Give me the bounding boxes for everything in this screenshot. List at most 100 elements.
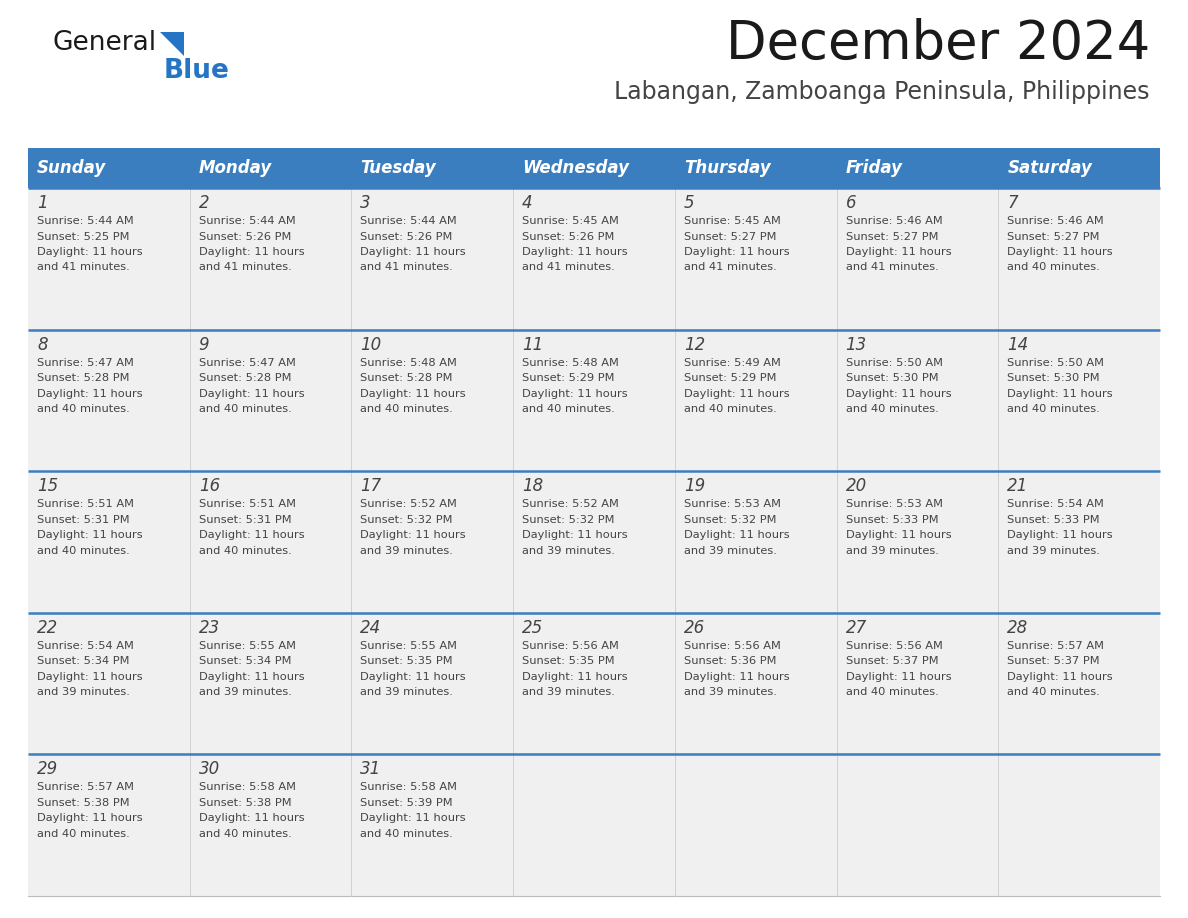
Text: Sunrise: 5:55 AM: Sunrise: 5:55 AM — [360, 641, 457, 651]
Text: Sunrise: 5:45 AM: Sunrise: 5:45 AM — [523, 216, 619, 226]
Text: Sunset: 5:33 PM: Sunset: 5:33 PM — [846, 515, 939, 525]
Text: Monday: Monday — [198, 159, 272, 177]
Text: Sunset: 5:30 PM: Sunset: 5:30 PM — [1007, 373, 1100, 383]
Text: Sunset: 5:37 PM: Sunset: 5:37 PM — [1007, 656, 1100, 666]
Text: 5: 5 — [684, 194, 695, 212]
Polygon shape — [160, 32, 184, 56]
Text: Daylight: 11 hours: Daylight: 11 hours — [360, 813, 466, 823]
Text: 28: 28 — [1007, 619, 1029, 637]
Bar — [513, 613, 675, 755]
Text: Daylight: 11 hours: Daylight: 11 hours — [523, 388, 627, 398]
Bar — [352, 755, 513, 896]
Text: and 40 minutes.: and 40 minutes. — [37, 545, 129, 555]
Text: Sunrise: 5:46 AM: Sunrise: 5:46 AM — [846, 216, 942, 226]
Bar — [513, 471, 675, 613]
Text: Sunset: 5:27 PM: Sunset: 5:27 PM — [684, 231, 776, 241]
Bar — [29, 148, 190, 188]
Bar — [998, 148, 1159, 188]
Bar — [352, 148, 513, 188]
Bar — [190, 755, 352, 896]
Text: and 39 minutes.: and 39 minutes. — [684, 545, 777, 555]
Text: Daylight: 11 hours: Daylight: 11 hours — [684, 388, 790, 398]
Text: and 41 minutes.: and 41 minutes. — [523, 263, 615, 273]
Text: and 40 minutes.: and 40 minutes. — [684, 404, 777, 414]
Bar — [675, 471, 836, 613]
Text: 20: 20 — [846, 477, 867, 495]
Text: Sunset: 5:35 PM: Sunset: 5:35 PM — [360, 656, 453, 666]
Bar — [352, 613, 513, 755]
Text: 9: 9 — [198, 336, 209, 353]
Text: Sunset: 5:26 PM: Sunset: 5:26 PM — [360, 231, 453, 241]
Text: and 40 minutes.: and 40 minutes. — [360, 404, 453, 414]
Bar — [675, 613, 836, 755]
Text: Sunset: 5:27 PM: Sunset: 5:27 PM — [1007, 231, 1100, 241]
Text: Sunset: 5:31 PM: Sunset: 5:31 PM — [37, 515, 129, 525]
Text: Thursday: Thursday — [684, 159, 771, 177]
Text: Sunrise: 5:49 AM: Sunrise: 5:49 AM — [684, 358, 781, 367]
Text: Daylight: 11 hours: Daylight: 11 hours — [360, 672, 466, 682]
Text: and 41 minutes.: and 41 minutes. — [684, 263, 777, 273]
Text: Sunrise: 5:48 AM: Sunrise: 5:48 AM — [523, 358, 619, 367]
Bar — [675, 188, 836, 330]
Text: Sunrise: 5:44 AM: Sunrise: 5:44 AM — [360, 216, 457, 226]
Bar — [513, 188, 675, 330]
Text: Sunset: 5:34 PM: Sunset: 5:34 PM — [198, 656, 291, 666]
Text: 2: 2 — [198, 194, 209, 212]
Text: 27: 27 — [846, 619, 867, 637]
Bar — [29, 471, 190, 613]
Text: and 39 minutes.: and 39 minutes. — [1007, 545, 1100, 555]
Text: Daylight: 11 hours: Daylight: 11 hours — [684, 531, 790, 540]
Text: 14: 14 — [1007, 336, 1029, 353]
Text: Daylight: 11 hours: Daylight: 11 hours — [846, 672, 952, 682]
Text: Sunset: 5:32 PM: Sunset: 5:32 PM — [684, 515, 776, 525]
Text: 17: 17 — [360, 477, 381, 495]
Bar — [352, 330, 513, 471]
Text: and 39 minutes.: and 39 minutes. — [523, 545, 615, 555]
Text: Sunset: 5:32 PM: Sunset: 5:32 PM — [360, 515, 453, 525]
Bar — [836, 148, 998, 188]
Text: Daylight: 11 hours: Daylight: 11 hours — [846, 247, 952, 257]
Text: 12: 12 — [684, 336, 706, 353]
Bar — [513, 148, 675, 188]
Text: Sunrise: 5:54 AM: Sunrise: 5:54 AM — [1007, 499, 1104, 509]
Text: Sunrise: 5:44 AM: Sunrise: 5:44 AM — [37, 216, 134, 226]
Text: Daylight: 11 hours: Daylight: 11 hours — [37, 672, 143, 682]
Text: 24: 24 — [360, 619, 381, 637]
Bar — [190, 148, 352, 188]
Text: Sunset: 5:28 PM: Sunset: 5:28 PM — [198, 373, 291, 383]
Text: General: General — [52, 30, 156, 56]
Text: Daylight: 11 hours: Daylight: 11 hours — [198, 672, 304, 682]
Text: and 40 minutes.: and 40 minutes. — [37, 404, 129, 414]
Text: and 40 minutes.: and 40 minutes. — [360, 829, 453, 839]
Text: Daylight: 11 hours: Daylight: 11 hours — [1007, 247, 1113, 257]
Bar — [29, 188, 190, 330]
Text: Sunrise: 5:56 AM: Sunrise: 5:56 AM — [846, 641, 942, 651]
Text: 8: 8 — [37, 336, 48, 353]
Text: 31: 31 — [360, 760, 381, 778]
Bar — [190, 471, 352, 613]
Text: 3: 3 — [360, 194, 371, 212]
Text: 21: 21 — [1007, 477, 1029, 495]
Bar — [998, 330, 1159, 471]
Text: Friday: Friday — [846, 159, 903, 177]
Text: Daylight: 11 hours: Daylight: 11 hours — [360, 531, 466, 540]
Bar — [190, 613, 352, 755]
Text: and 39 minutes.: and 39 minutes. — [846, 545, 939, 555]
Text: Sunrise: 5:51 AM: Sunrise: 5:51 AM — [37, 499, 134, 509]
Text: Sunset: 5:26 PM: Sunset: 5:26 PM — [523, 231, 614, 241]
Bar — [29, 755, 190, 896]
Text: Sunset: 5:33 PM: Sunset: 5:33 PM — [1007, 515, 1100, 525]
Text: 18: 18 — [523, 477, 543, 495]
Text: 19: 19 — [684, 477, 706, 495]
Text: Daylight: 11 hours: Daylight: 11 hours — [1007, 672, 1113, 682]
Text: Sunset: 5:28 PM: Sunset: 5:28 PM — [360, 373, 453, 383]
Text: Sunrise: 5:53 AM: Sunrise: 5:53 AM — [684, 499, 781, 509]
Text: December 2024: December 2024 — [726, 18, 1150, 70]
Text: and 39 minutes.: and 39 minutes. — [684, 688, 777, 698]
Text: Daylight: 11 hours: Daylight: 11 hours — [523, 531, 627, 540]
Text: 15: 15 — [37, 477, 58, 495]
Text: Sunset: 5:39 PM: Sunset: 5:39 PM — [360, 798, 453, 808]
Text: Sunrise: 5:52 AM: Sunrise: 5:52 AM — [360, 499, 457, 509]
Bar — [190, 330, 352, 471]
Text: and 40 minutes.: and 40 minutes. — [1007, 263, 1100, 273]
